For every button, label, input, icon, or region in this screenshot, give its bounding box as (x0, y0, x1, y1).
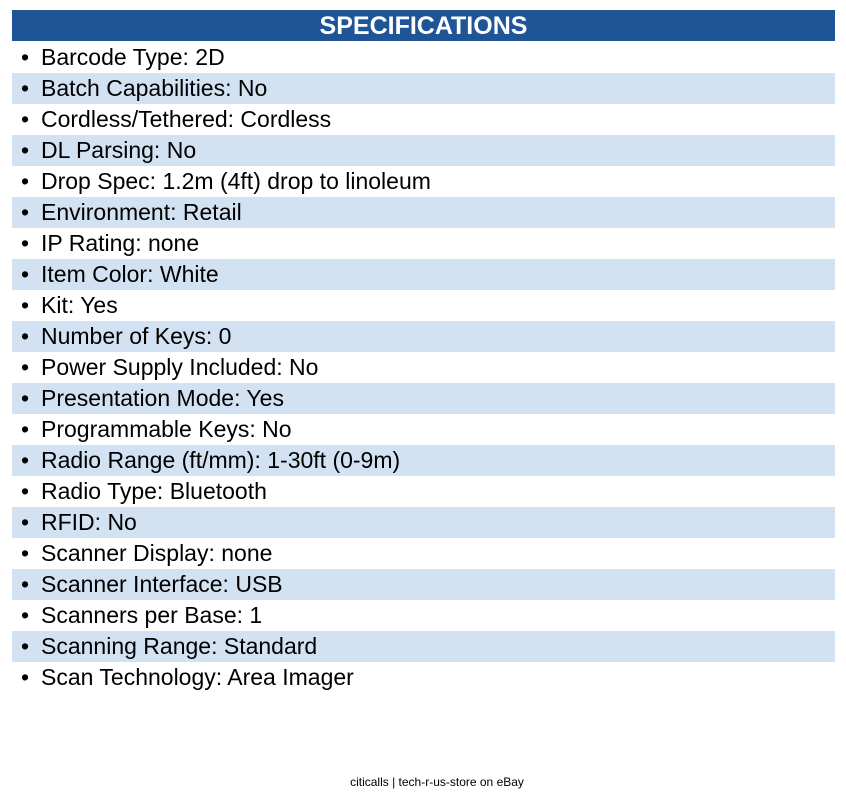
footer: citicalls | tech-r-us-store on eBay (350, 775, 524, 789)
spec-item: Radio Range (ft/mm): 1-30ft (0-9m) (12, 445, 835, 476)
spec-item: Batch Capabilities: No (12, 73, 835, 104)
spec-item: Drop Spec: 1.2m (4ft) drop to linoleum (12, 166, 835, 197)
spec-item: Scanner Interface: USB (12, 569, 835, 600)
spec-item: IP Rating: none (12, 228, 835, 259)
spec-item: Cordless/Tethered: Cordless (12, 104, 835, 135)
title-bar: SPECIFICATIONS (12, 10, 835, 41)
spec-item: Scanner Display: none (12, 538, 835, 569)
spec-item: DL Parsing: No (12, 135, 835, 166)
spec-item: Radio Type: Bluetooth (12, 476, 835, 507)
spec-item: Programmable Keys: No (12, 414, 835, 445)
spec-item: Item Color: White (12, 259, 835, 290)
spec-item: Power Supply Included: No (12, 352, 835, 383)
spec-item: Number of Keys: 0 (12, 321, 835, 352)
spec-item: Scanners per Base: 1 (12, 600, 835, 631)
spec-item: Scan Technology: Area Imager (12, 662, 835, 693)
spec-item: Kit: Yes (12, 290, 835, 321)
spec-item: Presentation Mode: Yes (12, 383, 835, 414)
spec-item: Barcode Type: 2D (12, 42, 835, 73)
spec-item: RFID: No (12, 507, 835, 538)
spec-item: Environment: Retail (12, 197, 835, 228)
spec-item: Scanning Range: Standard (12, 631, 835, 662)
spec-list: Barcode Type: 2DBatch Capabilities: NoCo… (12, 42, 835, 693)
